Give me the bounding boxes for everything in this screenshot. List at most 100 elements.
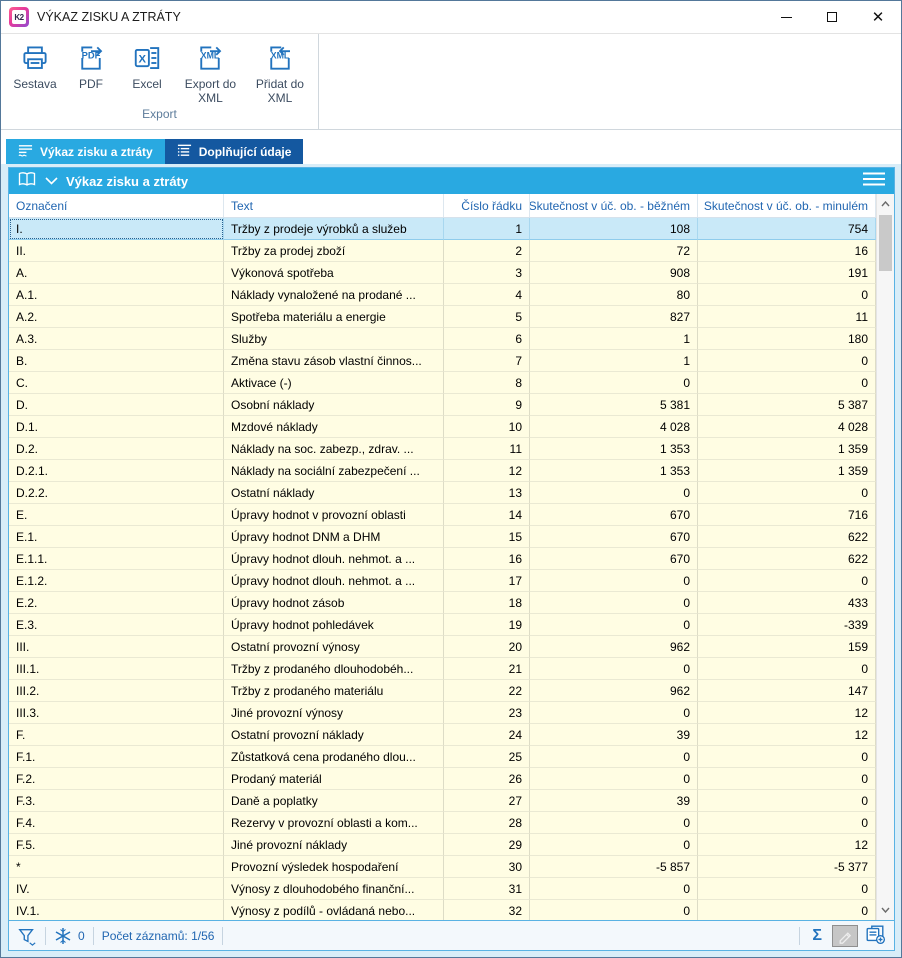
table-row[interactable]: C. Aktivace (-) 8 0 0 [9,372,876,394]
cell-oznaceni[interactable]: F.5. [9,834,224,856]
cell-oznaceni[interactable]: IV.1. [9,900,224,920]
table-row[interactable]: I. Tržby z prodeje výrobků a služeb 1 108 75… [9,218,876,240]
cell-oznaceni[interactable]: III. [9,636,224,658]
table-row[interactable]: E.1.1. Úpravy hodnot dlouh. nehmot. a ...… [9,548,876,570]
minimize-button[interactable] [763,1,809,33]
cell-skutecnost-bezne[interactable]: 1 [530,350,698,372]
column-header-text[interactable]: Text [224,194,444,217]
scroll-up-button[interactable] [877,195,894,213]
table-row[interactable]: F.4. Rezervy v provozní oblasti a kom... 2… [9,812,876,834]
chevron-down-icon[interactable] [45,172,58,190]
cell-cislo-radku[interactable]: 6 [444,328,530,350]
table-row[interactable]: D. Osobní náklady 9 5 381 5 387 [9,394,876,416]
cell-oznaceni[interactable]: E.3. [9,614,224,636]
xml-export-button[interactable]: XML Export do XML [175,40,246,107]
column-header-cislo-radku[interactable]: Číslo řádku [444,194,530,217]
cell-text[interactable]: Náklady na sociální zabezpečení ... [224,460,444,482]
cell-cislo-radku[interactable]: 29 [444,834,530,856]
cell-cislo-radku[interactable]: 18 [444,592,530,614]
cell-text[interactable]: Spotřeba materiálu a energie [224,306,444,328]
cell-text[interactable]: Úpravy hodnot dlouh. nehmot. a ... [224,548,444,570]
cell-cislo-radku[interactable]: 3 [444,262,530,284]
cell-oznaceni[interactable]: * [9,856,224,878]
cell-cislo-radku[interactable]: 9 [444,394,530,416]
cell-oznaceni[interactable]: B. [9,350,224,372]
table-row[interactable]: III.3. Jiné provozní výnosy 23 0 12 [9,702,876,724]
cell-skutecnost-bezne[interactable]: 72 [530,240,698,262]
cell-cislo-radku[interactable]: 15 [444,526,530,548]
table-row[interactable]: E. Úpravy hodnot v provozní oblasti 14 670 7… [9,504,876,526]
cell-text[interactable]: Tržby z prodeje výrobků a služeb [224,218,444,240]
cell-oznaceni[interactable]: A.1. [9,284,224,306]
cell-skutecnost-bezne[interactable]: 0 [530,372,698,394]
cell-text[interactable]: Úpravy hodnot zásob [224,592,444,614]
cell-oznaceni[interactable]: F.1. [9,746,224,768]
cell-skutecnost-minule[interactable]: 180 [698,328,876,350]
cell-skutecnost-minule[interactable]: 0 [698,900,876,920]
cell-oznaceni[interactable]: C. [9,372,224,394]
vertical-scrollbar[interactable] [876,194,894,920]
cell-skutecnost-bezne[interactable]: 5 381 [530,394,698,416]
table-row[interactable]: F. Ostatní provozní náklady 24 39 12 [9,724,876,746]
table-row[interactable]: F.5. Jiné provozní náklady 29 0 12 [9,834,876,856]
cell-cislo-radku[interactable]: 14 [444,504,530,526]
cell-skutecnost-bezne[interactable]: 0 [530,878,698,900]
cell-skutecnost-minule[interactable]: 0 [698,350,876,372]
cell-skutecnost-bezne[interactable]: 827 [530,306,698,328]
cell-skutecnost-bezne[interactable]: 0 [530,900,698,920]
table-row[interactable]: F.2. Prodaný materiál 26 0 0 [9,768,876,790]
cell-text[interactable]: Úpravy hodnot pohledávek [224,614,444,636]
cell-cislo-radku[interactable]: 23 [444,702,530,724]
cell-text[interactable]: Provozní výsledek hospodaření [224,856,444,878]
cell-skutecnost-bezne[interactable]: 0 [530,702,698,724]
cell-cislo-radku[interactable]: 22 [444,680,530,702]
cell-text[interactable]: Ostatní náklady [224,482,444,504]
cell-oznaceni[interactable]: A.2. [9,306,224,328]
cell-oznaceni[interactable]: D.2. [9,438,224,460]
table-row[interactable]: D.2.1. Náklady na sociální zabezpečení ..… [9,460,876,482]
table-row[interactable]: A. Výkonová spotřeba 3 908 191 [9,262,876,284]
cell-cislo-radku[interactable]: 32 [444,900,530,920]
cell-text[interactable]: Výnosy z podílů - ovládaná nebo... [224,900,444,920]
cell-cislo-radku[interactable]: 26 [444,768,530,790]
cell-skutecnost-bezne[interactable]: 39 [530,724,698,746]
cell-skutecnost-minule[interactable]: 0 [698,482,876,504]
cell-text[interactable]: Výkonová spotřeba [224,262,444,284]
cell-oznaceni[interactable]: E.2. [9,592,224,614]
cell-cislo-radku[interactable]: 12 [444,460,530,482]
cell-text[interactable]: Osobní náklady [224,394,444,416]
cell-cislo-radku[interactable]: 5 [444,306,530,328]
cell-text[interactable]: Výnosy z dlouhodobého finanční... [224,878,444,900]
cell-oznaceni[interactable]: F.2. [9,768,224,790]
cell-text[interactable]: Rezervy v provozní oblasti a kom... [224,812,444,834]
cell-skutecnost-bezne[interactable]: 1 [530,328,698,350]
table-row[interactable]: III.1. Tržby z prodaného dlouhodobéh... 21… [9,658,876,680]
cell-oznaceni[interactable]: E. [9,504,224,526]
table-row[interactable]: E.1. Úpravy hodnot DNM a DHM 15 670 622 [9,526,876,548]
cell-text[interactable]: Aktivace (-) [224,372,444,394]
column-header-skutecnost-bezne[interactable]: Skutečnost v úč. ob. - běžném [530,194,698,217]
cell-skutecnost-minule[interactable]: 0 [698,878,876,900]
cell-oznaceni[interactable]: F.3. [9,790,224,812]
cell-oznaceni[interactable]: E.1.2. [9,570,224,592]
cell-oznaceni[interactable]: D.1. [9,416,224,438]
cell-text[interactable]: Služby [224,328,444,350]
table-row[interactable]: * Provozní výsledek hospodaření 30 -5 857 -5… [9,856,876,878]
cell-oznaceni[interactable]: D.2.2. [9,482,224,504]
edit-button[interactable] [832,924,858,947]
cell-skutecnost-minule[interactable]: -339 [698,614,876,636]
pdf-export-button[interactable]: PDF PDF [63,40,119,93]
cell-skutecnost-minule[interactable]: 191 [698,262,876,284]
cell-skutecnost-minule[interactable]: 11 [698,306,876,328]
cell-skutecnost-bezne[interactable]: 0 [530,592,698,614]
cell-cislo-radku[interactable]: 7 [444,350,530,372]
cell-skutecnost-minule[interactable]: 0 [698,746,876,768]
cell-skutecnost-minule[interactable]: 622 [698,526,876,548]
table-row[interactable]: E.1.2. Úpravy hodnot dlouh. nehmot. a ...… [9,570,876,592]
cell-cislo-radku[interactable]: 16 [444,548,530,570]
cell-oznaceni[interactable]: D. [9,394,224,416]
cell-skutecnost-bezne[interactable]: 0 [530,570,698,592]
cell-text[interactable]: Úpravy hodnot dlouh. nehmot. a ... [224,570,444,592]
table-row[interactable]: III. Ostatní provozní výnosy 20 962 159 [9,636,876,658]
cell-skutecnost-bezne[interactable]: 0 [530,768,698,790]
